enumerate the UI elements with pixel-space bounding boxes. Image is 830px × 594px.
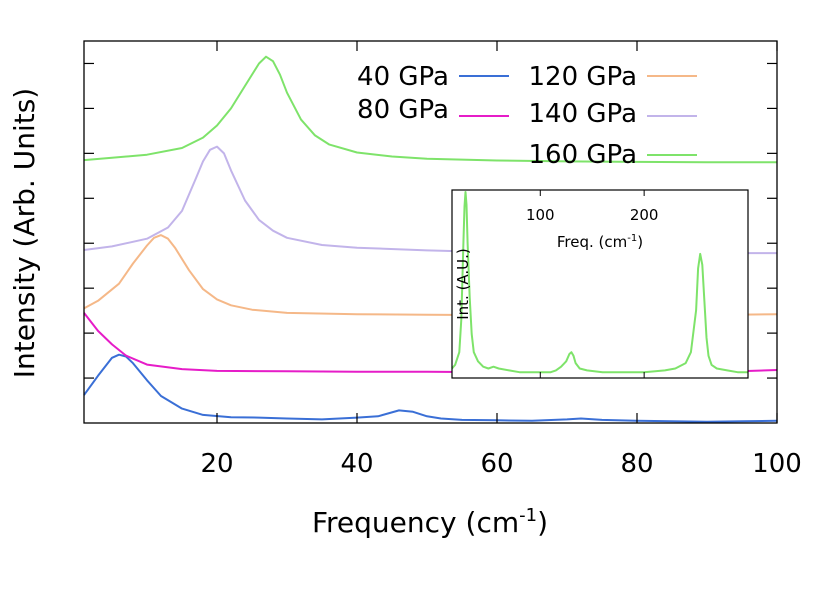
inset-ticks: 100 200	[526, 190, 659, 378]
legend-label-120gpa: 120 GPa	[529, 62, 637, 92]
series-line-160-gpa	[83, 55, 777, 164]
legend-label-140gpa: 140 GPa	[529, 99, 637, 129]
x-tick-label: 40	[340, 449, 373, 479]
x-tick-label: 80	[620, 449, 653, 479]
inset-series-line-160gpa	[451, 191, 748, 374]
inset-chart: 100 200 Freq. (cm-1) Int. (A.U.)	[451, 189, 749, 379]
series-layer	[83, 55, 778, 423]
x-tick-label: 20	[200, 449, 233, 479]
x-tick-label: 100	[752, 449, 802, 479]
x-axis-label: Frequency (cm-1)	[312, 505, 548, 539]
inset-x-tick-label: 100	[526, 206, 555, 224]
legend-label-160gpa: 160 GPa	[529, 140, 637, 170]
inset-frame	[451, 189, 749, 379]
series-line-40-gpa	[83, 353, 778, 423]
tick-layer: 20 40 60 80 100	[84, 41, 802, 479]
inset-series-layer	[451, 191, 748, 374]
y-axis-label: Intensity (Arb. Units)	[8, 88, 41, 378]
legend-label-40gpa: 40 GPa	[357, 62, 449, 92]
inset-y-axis-label: Int. (A.U.)	[454, 248, 472, 320]
inset-x-axis-label: Freq. (cm-1)	[557, 233, 643, 251]
x-tick-label: 60	[480, 449, 513, 479]
inset-x-tick-label: 200	[630, 206, 659, 224]
inset-background	[452, 190, 748, 378]
legend: 40 GPa 80 GPa 120 GPa 140 GPa 160 GPa	[357, 62, 697, 170]
legend-label-80gpa: 80 GPa	[357, 95, 449, 125]
plot-frame	[83, 40, 778, 424]
